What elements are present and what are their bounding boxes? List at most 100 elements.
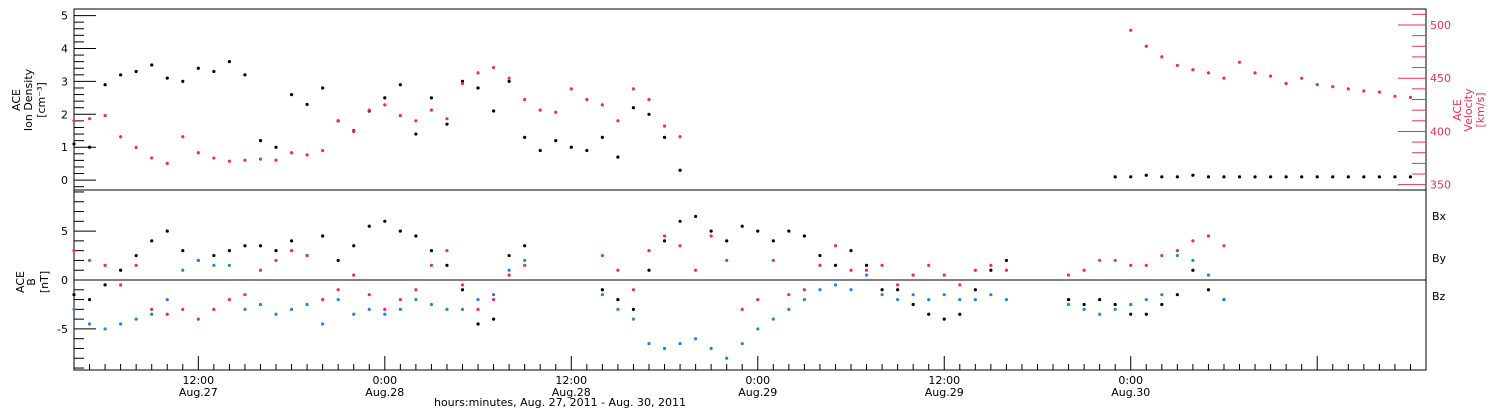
bz-point xyxy=(896,283,900,287)
bx-point xyxy=(1129,312,1133,316)
by-point xyxy=(1206,273,1211,277)
bx-point xyxy=(694,214,698,219)
velocity-point xyxy=(72,119,76,123)
velocity-point xyxy=(305,153,309,157)
bottom-panel: -505 12:00Aug.270:00Aug.2812:00Aug.280:0… xyxy=(14,189,1447,409)
bz-point xyxy=(911,273,915,277)
density-axis-label-2: Ion Density xyxy=(22,68,35,131)
velocity-point xyxy=(1393,94,1397,98)
bz-point xyxy=(818,263,822,267)
bz-point xyxy=(352,273,356,277)
date-tick-label: Aug.28 xyxy=(552,386,591,399)
velocity-point xyxy=(616,119,620,123)
date-tick-label: Aug.27 xyxy=(179,386,218,399)
bx-point xyxy=(1175,293,1179,297)
density-point xyxy=(1346,175,1350,179)
velocity-point xyxy=(1237,60,1242,64)
by-point xyxy=(72,307,76,311)
bx-point xyxy=(1160,302,1164,307)
density-point xyxy=(1315,175,1319,179)
by-point xyxy=(616,307,620,311)
density-point xyxy=(227,60,232,64)
density-point xyxy=(321,86,325,90)
velocity-point xyxy=(1300,76,1304,80)
bz-point xyxy=(662,234,667,238)
by-point xyxy=(709,346,713,351)
bx-point xyxy=(289,239,294,243)
bz-point xyxy=(336,288,340,292)
by-point xyxy=(507,268,511,272)
velocity-point xyxy=(1346,87,1350,91)
by-point xyxy=(1191,258,1195,263)
density-point xyxy=(1268,175,1273,179)
by-point xyxy=(833,283,838,287)
bz-point xyxy=(647,249,651,253)
bx-point xyxy=(383,219,387,223)
bz-point xyxy=(1160,253,1164,258)
field-tick-label: 5 xyxy=(61,225,68,238)
date-tick-label: Aug.30 xyxy=(1111,386,1150,399)
velocity-point xyxy=(1408,95,1413,99)
bz-point xyxy=(119,283,123,287)
bz-point xyxy=(1206,234,1211,238)
bz-point xyxy=(631,288,636,292)
density-point xyxy=(1331,175,1335,179)
density-point xyxy=(631,106,636,110)
time-tick-label: 12:00 xyxy=(555,374,587,387)
by-point xyxy=(289,307,294,311)
velocity-point xyxy=(352,129,356,134)
top-panel: 0 1 2 3 4 5 350 400 450 500 ACE Ion Density [cm⁻… xyxy=(10,8,1487,192)
velocity-point xyxy=(87,117,92,121)
bx-point xyxy=(1206,288,1211,292)
by-point xyxy=(181,268,185,272)
by-point xyxy=(927,297,931,302)
by-point xyxy=(429,302,434,307)
density-point xyxy=(445,122,449,126)
bx-point xyxy=(72,293,76,297)
by-point xyxy=(523,258,527,263)
density-point xyxy=(662,135,667,139)
density-point xyxy=(305,102,309,107)
density-point xyxy=(87,145,92,149)
velocity-point xyxy=(119,135,123,139)
velocity-point xyxy=(134,145,138,150)
bx-point xyxy=(880,288,884,292)
by-point xyxy=(150,312,154,316)
velocity-point xyxy=(1315,82,1319,87)
by-point xyxy=(321,322,325,326)
bz-point xyxy=(1066,273,1071,277)
velocity-point xyxy=(398,113,402,118)
bz-point xyxy=(1082,268,1086,272)
bz-point xyxy=(958,283,962,287)
bx-point xyxy=(1082,302,1086,307)
velocity-point xyxy=(181,135,185,139)
velocity-point xyxy=(1144,44,1148,48)
density-point xyxy=(1377,175,1381,179)
bz-point xyxy=(678,244,682,248)
bz-point xyxy=(1004,268,1009,272)
by-point xyxy=(647,341,651,346)
bx-point xyxy=(476,322,480,326)
density-point xyxy=(1408,175,1413,179)
velocity-point xyxy=(1129,28,1133,32)
bx-point xyxy=(119,268,123,272)
by-point xyxy=(989,293,993,297)
density-point xyxy=(507,79,511,83)
field-tick-label: 0 xyxy=(61,274,68,287)
bz-point xyxy=(1144,263,1148,267)
by-point xyxy=(1129,302,1133,307)
bx-point xyxy=(212,253,216,258)
velocity-tick-label: 350 xyxy=(1430,179,1451,192)
density-point xyxy=(1175,175,1179,179)
density-point xyxy=(165,76,169,80)
by-point xyxy=(414,297,418,302)
bx-point xyxy=(709,229,713,233)
by-point xyxy=(336,297,340,302)
bx-point xyxy=(165,229,169,233)
by-point xyxy=(398,307,402,311)
by-point xyxy=(243,307,247,311)
bx-point xyxy=(1191,268,1195,272)
bz-point xyxy=(165,312,169,316)
by-point xyxy=(942,293,946,297)
by-point xyxy=(740,341,744,346)
